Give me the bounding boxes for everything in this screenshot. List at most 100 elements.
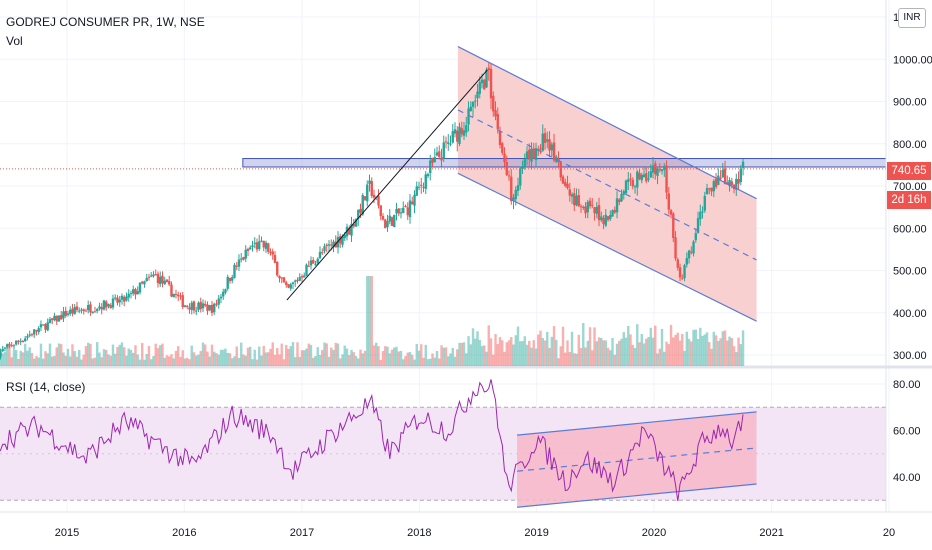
volume-bar bbox=[134, 345, 137, 366]
volume-bar bbox=[618, 340, 621, 366]
drawings-foreground[interactable] bbox=[0, 46, 886, 508]
volume-bar bbox=[267, 352, 270, 366]
candle-body bbox=[498, 131, 502, 146]
candle-body bbox=[649, 171, 652, 178]
last-price-badge: 740.65 bbox=[887, 162, 931, 180]
candle-body bbox=[415, 186, 418, 196]
volume-bar bbox=[685, 331, 688, 366]
volume-bar bbox=[237, 357, 241, 366]
volume-bar bbox=[24, 343, 27, 366]
candle-body bbox=[460, 128, 463, 135]
candle-body bbox=[573, 193, 576, 206]
time-tick-label: 20 bbox=[883, 527, 895, 539]
candle-body bbox=[714, 179, 718, 187]
candle-body bbox=[231, 277, 234, 281]
candle-body bbox=[660, 169, 664, 172]
candle-body bbox=[237, 259, 241, 267]
candle-body bbox=[341, 236, 344, 245]
candle-body bbox=[188, 307, 191, 310]
candle-body bbox=[438, 151, 441, 157]
candle-body bbox=[458, 126, 461, 145]
volume-bar bbox=[350, 349, 353, 366]
drawings-background[interactable] bbox=[242, 46, 887, 508]
volume-bar bbox=[431, 353, 434, 366]
candle-body bbox=[370, 180, 373, 196]
candle-body bbox=[710, 187, 713, 192]
rsi-channel-mid-line bbox=[516, 447, 757, 472]
volume-bar bbox=[276, 348, 279, 366]
volume-bar bbox=[456, 349, 459, 366]
candle-body bbox=[201, 303, 205, 309]
rsi-series-line bbox=[0, 379, 744, 502]
candle-body bbox=[728, 180, 731, 187]
candle-body bbox=[321, 252, 324, 254]
candle-body bbox=[314, 264, 317, 266]
candle-body bbox=[480, 79, 484, 84]
candle-body bbox=[143, 281, 146, 285]
volume-bar bbox=[600, 338, 603, 366]
volume-bar bbox=[453, 356, 457, 366]
candle-body bbox=[485, 69, 488, 88]
candle-body bbox=[82, 309, 85, 312]
volume-bar bbox=[226, 352, 229, 366]
candle-body bbox=[287, 284, 290, 288]
candle-body bbox=[161, 275, 164, 284]
rsi-label: RSI (14, close) bbox=[6, 380, 86, 394]
volume-bar bbox=[107, 354, 110, 366]
candle-body bbox=[190, 302, 193, 310]
candle-body bbox=[127, 293, 130, 298]
volume-bar bbox=[696, 339, 700, 366]
volume-bar bbox=[487, 325, 490, 366]
volume-bar bbox=[620, 338, 623, 366]
volume-bar bbox=[395, 346, 398, 366]
candle-body bbox=[46, 322, 49, 331]
candle-body bbox=[622, 191, 625, 195]
volume-bar bbox=[496, 344, 499, 366]
volume-bar bbox=[467, 336, 470, 366]
candle-body bbox=[692, 241, 695, 254]
volume-bar bbox=[156, 348, 160, 366]
volume-bar bbox=[564, 352, 567, 366]
candle-body bbox=[28, 334, 31, 336]
volume-bar bbox=[44, 351, 47, 366]
candle-body bbox=[204, 303, 207, 306]
volume-bar bbox=[62, 352, 65, 366]
volume-bar bbox=[460, 342, 463, 366]
candle-body bbox=[665, 165, 668, 193]
candle-body bbox=[730, 181, 733, 185]
volume-bar bbox=[386, 346, 389, 366]
candle-body bbox=[208, 305, 211, 311]
candle-body bbox=[276, 261, 279, 276]
currency-button[interactable]: INR bbox=[898, 8, 926, 28]
candle-body bbox=[627, 179, 630, 182]
volume-bar bbox=[334, 342, 337, 366]
volume-bar bbox=[516, 326, 520, 366]
candle-body bbox=[417, 186, 421, 188]
candle-body bbox=[102, 300, 106, 310]
volume-bar bbox=[217, 354, 220, 366]
volume-bar bbox=[528, 340, 531, 366]
volume-bar bbox=[681, 333, 684, 366]
trend-line bbox=[286, 69, 488, 301]
volume-bar bbox=[201, 342, 205, 366]
candle-body bbox=[42, 324, 45, 326]
volume-bar bbox=[114, 353, 117, 366]
volume-bar bbox=[251, 359, 254, 366]
candle-body bbox=[483, 79, 486, 90]
candle-body bbox=[575, 195, 578, 206]
volume-bar bbox=[172, 358, 175, 366]
volume-bar bbox=[622, 332, 625, 366]
candle-body bbox=[93, 311, 97, 313]
volume-bar bbox=[12, 349, 16, 366]
candle-body bbox=[444, 141, 448, 143]
candle-body bbox=[136, 291, 139, 295]
candle-body bbox=[399, 212, 403, 214]
volume-bar bbox=[442, 347, 445, 366]
candle-body bbox=[541, 133, 544, 151]
volume-bar bbox=[739, 344, 742, 366]
volume-bar bbox=[390, 349, 394, 366]
rsi-channel-upper-line bbox=[516, 411, 757, 436]
volume-bar bbox=[501, 340, 504, 366]
volume-bar bbox=[676, 332, 679, 366]
